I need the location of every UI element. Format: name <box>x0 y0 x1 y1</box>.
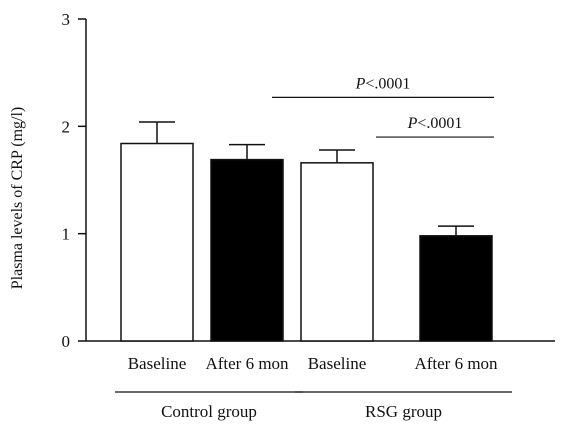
category-label: After 6 mon <box>205 354 289 373</box>
y-axis-label: Plasma levels of CRP (mg/l) <box>9 107 26 290</box>
bar <box>120 142 194 342</box>
category-label: Baseline <box>308 354 367 373</box>
y-tick-label: 0 <box>62 332 71 351</box>
y-tick-label: 2 <box>62 117 71 136</box>
category-labels: Baseline After 6 mon Baseline After 6 mon <box>128 354 498 373</box>
bar <box>419 235 493 342</box>
significance-annotations: P<.0001 P<.0001 <box>272 75 494 138</box>
group-labels: Control group RSG group <box>115 391 512 421</box>
bars <box>120 121 493 342</box>
group-label: Control group <box>161 402 257 421</box>
group-label: RSG group <box>365 402 442 421</box>
category-label: Baseline <box>128 354 187 373</box>
y-tick-label: 1 <box>62 225 71 244</box>
bar <box>300 162 374 342</box>
category-label: After 6 mon <box>414 354 498 373</box>
bar <box>210 158 284 342</box>
significance-label: P<.0001 <box>407 115 463 132</box>
y-tick-label: 3 <box>62 10 71 29</box>
y-axis-ticks: 0 1 2 3 <box>62 10 86 351</box>
significance-label: P<.0001 <box>355 75 411 92</box>
